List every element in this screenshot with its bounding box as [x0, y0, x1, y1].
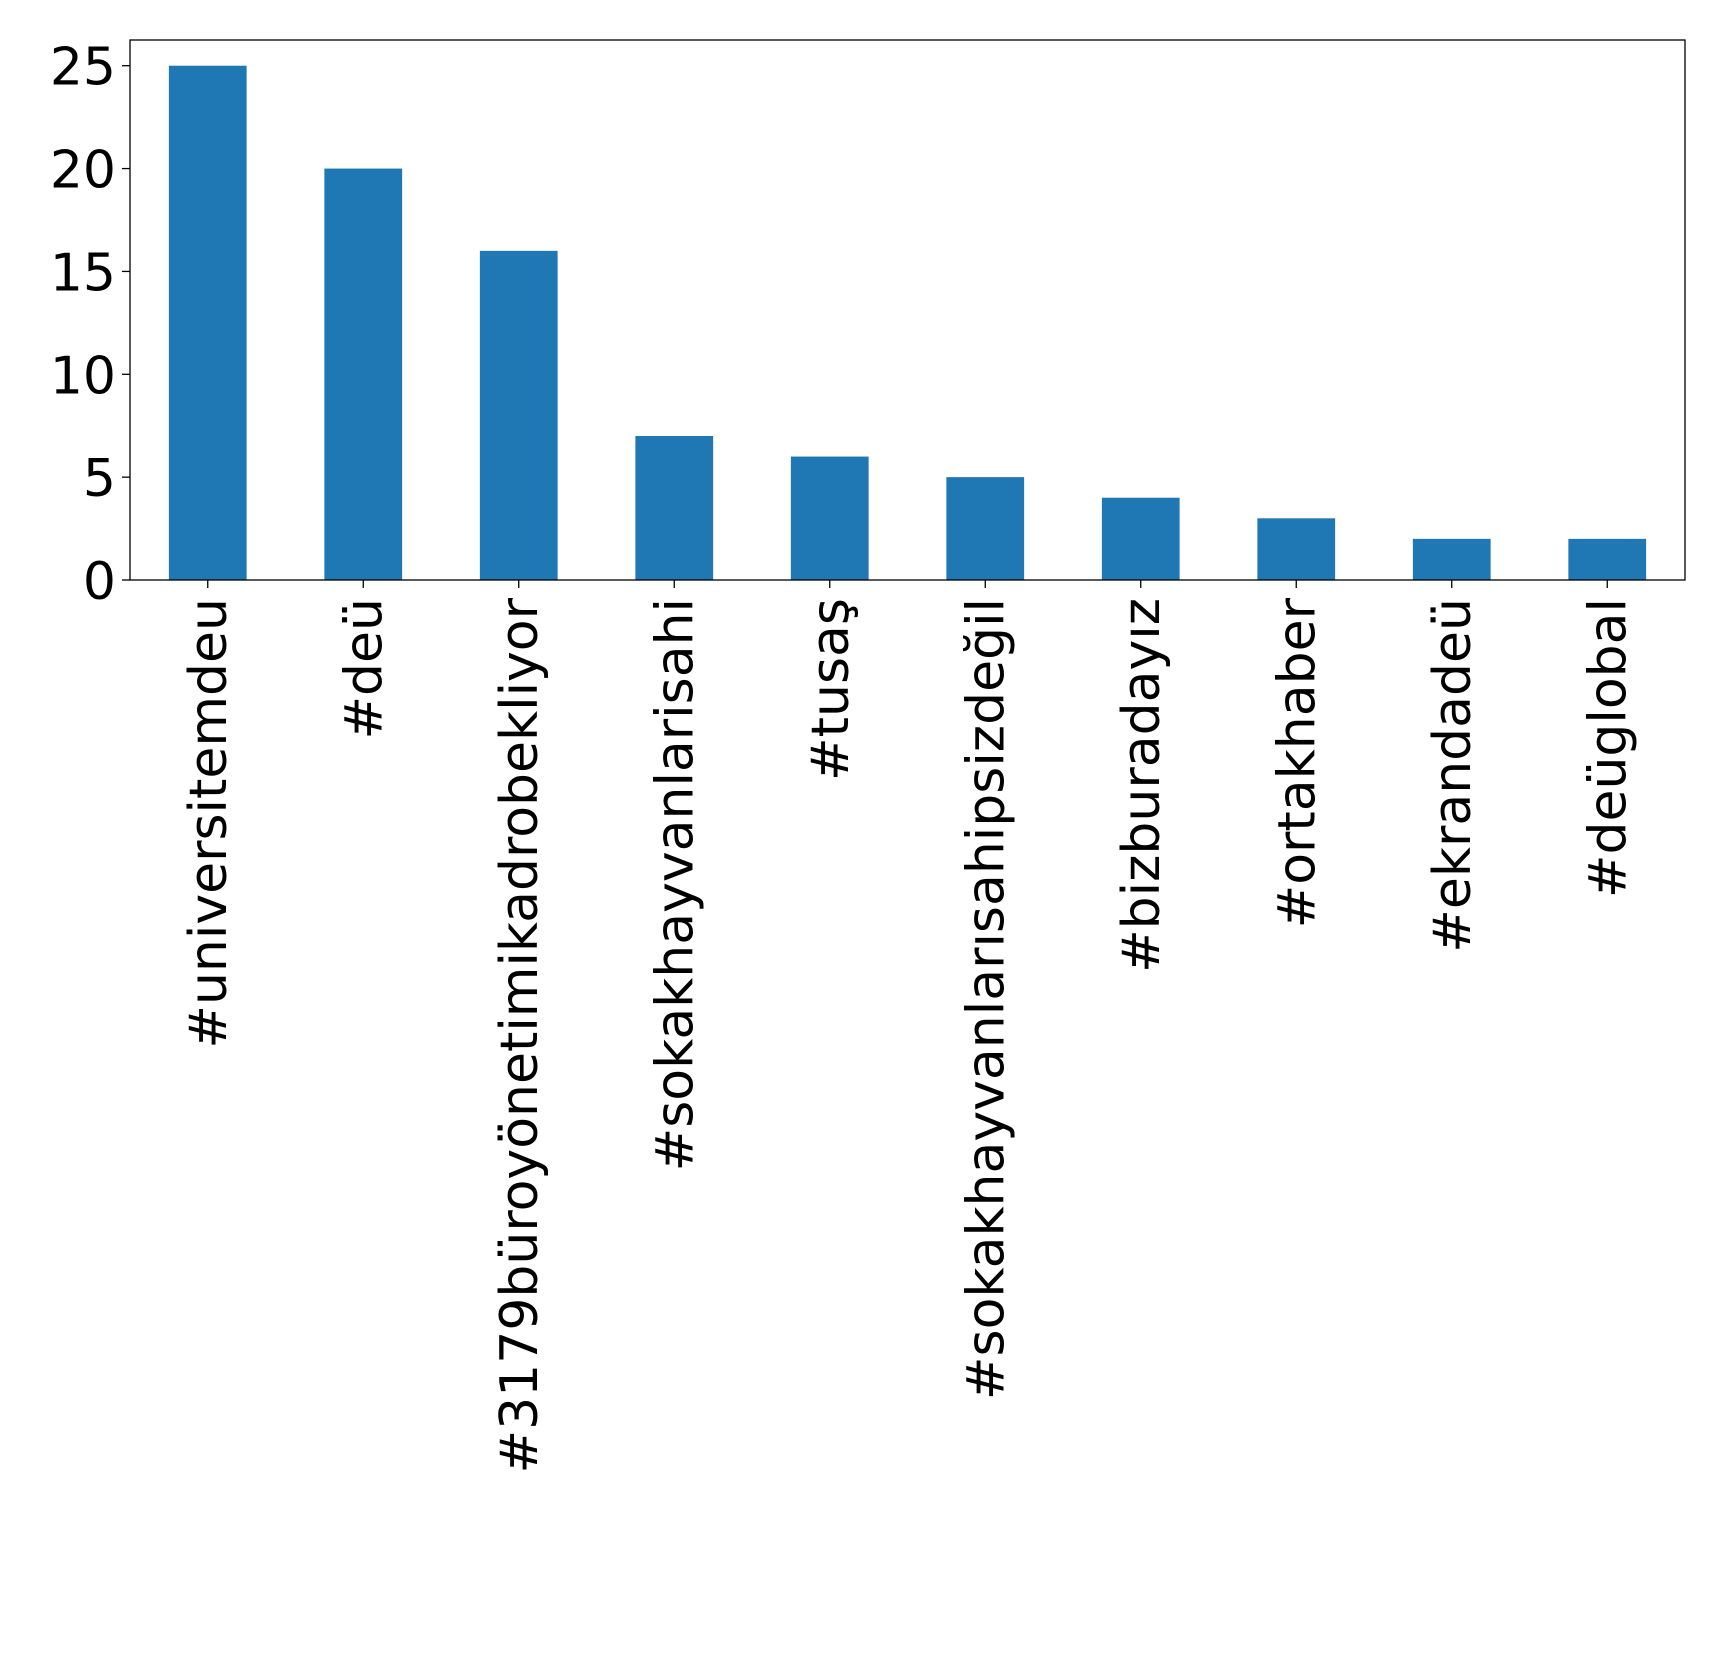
plot-frame: [129, 39, 1686, 581]
x-tick-label: #bizburadayız: [1112, 598, 1172, 973]
x-tick-label: #universitemdeu: [179, 598, 239, 1049]
x-tick-label: #deüglobal: [1578, 598, 1638, 898]
x-tick-label: #sokakhayvanlarısahipsizdeğil: [956, 598, 1016, 1400]
bar-8: [1412, 538, 1491, 580]
x-axis-ticks: #universitemdeu #deü #3179büroyönetimikadr…: [179, 580, 1638, 1474]
bar-0: [168, 65, 247, 580]
y-axis-ticks: 0 5 10 15 20 25: [50, 38, 130, 612]
y-tick-label: 15: [50, 243, 116, 303]
y-tick-label: 20: [50, 141, 116, 201]
bar-1: [324, 168, 403, 581]
bar-9: [1568, 538, 1647, 580]
bars-group: [168, 65, 1647, 581]
y-tick-label: 25: [50, 38, 116, 98]
y-tick-label: 10: [50, 346, 116, 406]
x-tick-label: #sokakhayvanlarisahi: [645, 598, 705, 1171]
bar-6: [1101, 497, 1180, 580]
y-tick-label: 5: [83, 449, 116, 509]
bar-3: [635, 436, 714, 580]
x-tick-label: #tusaş: [801, 598, 861, 781]
x-tick-label: #deü: [334, 598, 394, 740]
bar-4: [790, 456, 869, 580]
bar-2: [479, 250, 558, 580]
bar-7: [1257, 518, 1336, 580]
bar-5: [946, 477, 1025, 580]
y-tick-label: 0: [83, 552, 116, 612]
x-tick-label: #ortakhaber: [1267, 597, 1327, 928]
x-tick-label: #3179büroyönetimikadrobekliyor: [490, 597, 550, 1473]
x-tick-label: #ekrandadeü: [1423, 598, 1483, 953]
